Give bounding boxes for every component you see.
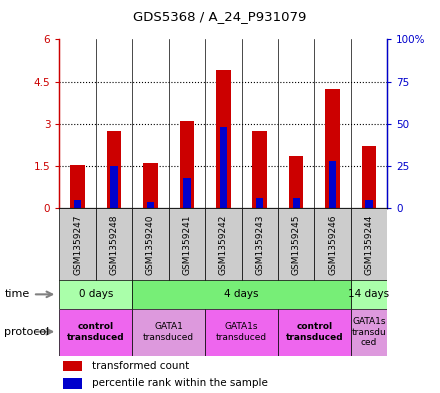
Bar bbox=[329, 161, 336, 208]
Text: GDS5368 / A_24_P931079: GDS5368 / A_24_P931079 bbox=[133, 10, 307, 23]
Text: GATA1
transduced: GATA1 transduced bbox=[143, 322, 194, 342]
Bar bbox=[132, 309, 205, 356]
Text: GSM1359248: GSM1359248 bbox=[110, 215, 118, 275]
Text: time: time bbox=[4, 289, 29, 299]
Text: 4 days: 4 days bbox=[224, 289, 259, 299]
Text: GSM1359240: GSM1359240 bbox=[146, 215, 155, 275]
Text: GATA1s
transduced: GATA1s transduced bbox=[216, 322, 267, 342]
Text: 14 days: 14 days bbox=[348, 289, 389, 299]
Text: control
transduced: control transduced bbox=[67, 322, 125, 342]
Text: GATA1s
transdu
ced: GATA1s transdu ced bbox=[352, 317, 386, 347]
Text: 0 days: 0 days bbox=[79, 289, 113, 299]
Bar bbox=[314, 208, 351, 281]
Bar bbox=[205, 309, 278, 356]
Bar bbox=[278, 208, 314, 281]
Bar bbox=[59, 280, 132, 309]
Text: GSM1359244: GSM1359244 bbox=[364, 215, 374, 275]
Bar bbox=[143, 163, 158, 208]
Bar bbox=[132, 280, 351, 309]
Bar bbox=[242, 208, 278, 281]
Bar bbox=[62, 361, 82, 371]
Text: GSM1359242: GSM1359242 bbox=[219, 215, 228, 275]
Bar bbox=[220, 127, 227, 208]
Bar bbox=[365, 200, 373, 208]
Text: percentile rank within the sample: percentile rank within the sample bbox=[92, 378, 268, 388]
Bar bbox=[70, 165, 85, 208]
Text: GSM1359247: GSM1359247 bbox=[73, 215, 82, 275]
Bar bbox=[96, 208, 132, 281]
Text: control
transduced: control transduced bbox=[286, 322, 343, 342]
Bar bbox=[169, 208, 205, 281]
Bar bbox=[362, 146, 376, 208]
Text: GSM1359243: GSM1359243 bbox=[255, 215, 264, 275]
Bar bbox=[289, 156, 304, 208]
Bar bbox=[351, 208, 387, 281]
Bar bbox=[183, 178, 191, 208]
Text: GSM1359245: GSM1359245 bbox=[292, 215, 301, 275]
Bar bbox=[325, 88, 340, 208]
Text: protocol: protocol bbox=[4, 327, 50, 337]
Bar bbox=[205, 208, 242, 281]
Bar bbox=[107, 131, 121, 208]
Bar bbox=[62, 378, 82, 389]
Bar bbox=[180, 121, 194, 208]
Bar bbox=[147, 202, 154, 208]
Bar bbox=[253, 131, 267, 208]
Text: GSM1359241: GSM1359241 bbox=[182, 215, 191, 275]
Text: transformed count: transformed count bbox=[92, 361, 190, 371]
Bar bbox=[59, 208, 96, 281]
Bar bbox=[59, 309, 132, 356]
Bar bbox=[74, 200, 81, 208]
Bar bbox=[256, 198, 264, 208]
Text: GSM1359246: GSM1359246 bbox=[328, 215, 337, 275]
Bar bbox=[351, 309, 387, 356]
Bar bbox=[351, 280, 387, 309]
Bar bbox=[110, 166, 117, 208]
Bar bbox=[132, 208, 169, 281]
Bar bbox=[293, 198, 300, 208]
Bar bbox=[216, 70, 231, 208]
Bar bbox=[278, 309, 351, 356]
